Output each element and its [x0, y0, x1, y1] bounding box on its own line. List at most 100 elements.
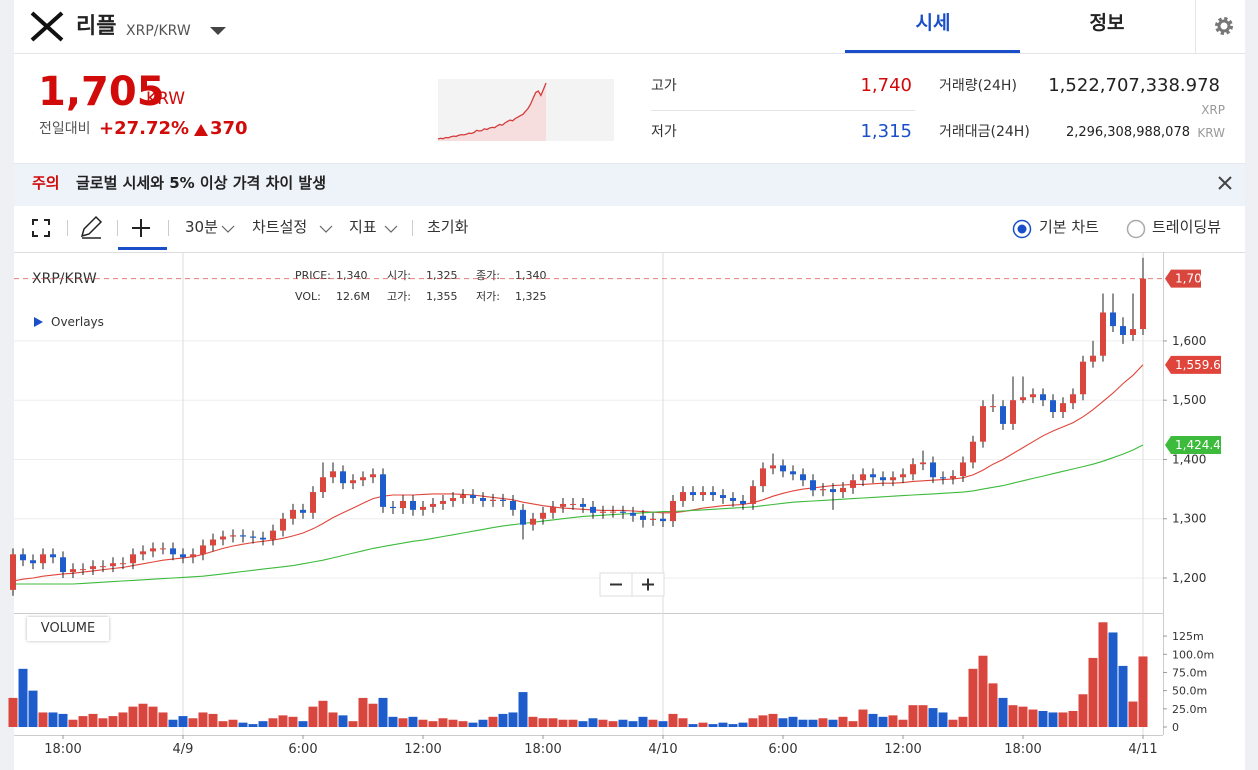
candle-body — [520, 509, 526, 525]
candle-body — [1140, 278, 1146, 330]
candle-body — [1080, 361, 1086, 395]
chart-settings[interactable]: 차트설정 — [252, 218, 308, 236]
radio-dot — [1017, 224, 1027, 234]
settings-icon[interactable] — [1215, 17, 1233, 35]
volume-bar — [1098, 622, 1108, 727]
candle-body — [530, 518, 536, 525]
coin-name[interactable]: 리플 — [76, 14, 117, 39]
candle-body — [140, 551, 146, 555]
volume-bar — [398, 718, 408, 727]
change-label: 전일대비 — [39, 121, 91, 137]
volume-bar — [128, 706, 138, 727]
volume-bar — [1118, 665, 1128, 727]
interval-select[interactable]: 30분 — [185, 218, 218, 236]
notice-text: 글로벌 시세와 5% 이상 가격 차이 발생 — [76, 174, 327, 192]
y-tick-label: 1,600 — [1172, 334, 1206, 348]
candle-body — [510, 500, 516, 510]
candle-body — [820, 489, 826, 491]
candle-body — [300, 509, 306, 513]
candle-body — [580, 503, 586, 507]
candle-body — [410, 500, 416, 510]
volume-bar — [588, 718, 598, 727]
volume-bar — [1108, 632, 1118, 727]
moving-average — [13, 444, 1144, 585]
volume-bar — [1088, 657, 1098, 727]
candle-body — [320, 477, 326, 493]
candle-body — [800, 474, 806, 481]
candle-body — [70, 569, 76, 573]
volume-bar — [328, 712, 338, 727]
volume-bar — [288, 716, 298, 727]
candle-body — [220, 536, 226, 540]
volume-bar — [18, 668, 28, 727]
volume-bar — [208, 713, 218, 727]
candle-body — [470, 495, 476, 499]
legend-key: 시가: — [387, 269, 411, 282]
x-tick-label: 6:00 — [288, 742, 317, 757]
overlays-toggle[interactable]: Overlays — [51, 315, 104, 329]
zoom-buttons[interactable] — [599, 572, 665, 597]
y-tick-label: 100.0m — [1172, 648, 1214, 661]
volume-bar — [258, 721, 268, 727]
candle-body — [290, 509, 296, 519]
draw-icon[interactable] — [80, 215, 103, 239]
volume-bar — [448, 719, 458, 727]
volume-bar — [858, 709, 868, 727]
candle-body — [990, 406, 996, 408]
candle-body — [570, 503, 576, 505]
volume-bar — [828, 719, 838, 727]
candle-body — [260, 537, 266, 540]
pair[interactable]: XRP/KRW — [126, 23, 191, 39]
reset[interactable]: 초기화 — [427, 218, 469, 236]
candle-body — [200, 545, 206, 555]
volume-bar — [1018, 706, 1028, 727]
tab-market[interactable]: 시세 — [915, 12, 951, 34]
candle-body — [650, 518, 656, 520]
indicators[interactable]: 지표 — [349, 218, 377, 236]
candle-body — [740, 500, 746, 504]
volume-bar — [438, 718, 448, 727]
change-rate: +27.72% — [99, 118, 190, 139]
volume-bar — [1138, 656, 1148, 727]
volume-bar — [348, 721, 358, 727]
y-tick-label: 1,500 — [1172, 393, 1206, 407]
volume-bar — [218, 721, 228, 727]
volume-bar — [48, 712, 58, 727]
volume-bar — [498, 713, 508, 727]
volume-bar — [1038, 711, 1048, 727]
candle-body — [950, 476, 956, 479]
candle-body — [40, 554, 46, 564]
volume-bar — [358, 697, 368, 727]
volume-bar — [188, 718, 198, 727]
overlays-arrow[interactable] — [34, 317, 43, 327]
candle-body — [850, 480, 856, 488]
volume-bar — [778, 718, 788, 727]
fullscreen-icon[interactable] — [32, 219, 50, 237]
candle-body — [450, 498, 456, 501]
close-notice[interactable] — [1218, 176, 1232, 190]
volume-bar — [38, 712, 48, 727]
volume-bar — [898, 719, 908, 727]
candle-body — [330, 471, 336, 478]
crosshair-icon[interactable] — [132, 219, 150, 237]
mode-basic[interactable]: 기본 차트 — [1039, 218, 1099, 236]
candle-body — [810, 480, 816, 491]
candle-body — [880, 477, 886, 481]
low-label: 저가 — [651, 124, 677, 140]
legend-value: 1,355 — [426, 290, 458, 303]
volume-bar — [938, 712, 948, 727]
y-tick-label: 1,200 — [1172, 571, 1206, 585]
candle-body — [970, 441, 976, 463]
radio[interactable] — [1126, 219, 1146, 239]
volume-bar — [198, 712, 208, 727]
tab-info[interactable]: 정보 — [1089, 12, 1125, 34]
mode-tradingview[interactable]: 트레이딩뷰 — [1152, 218, 1222, 236]
volume-bar — [698, 722, 708, 727]
dropdown-arrow[interactable] — [210, 27, 226, 35]
candle-body — [210, 539, 216, 546]
candle-body — [110, 563, 116, 567]
candle-body — [50, 554, 56, 558]
volume-label: 거래량(24H) — [939, 78, 1017, 94]
volume-bar — [148, 706, 158, 727]
volume-bar — [548, 718, 558, 727]
